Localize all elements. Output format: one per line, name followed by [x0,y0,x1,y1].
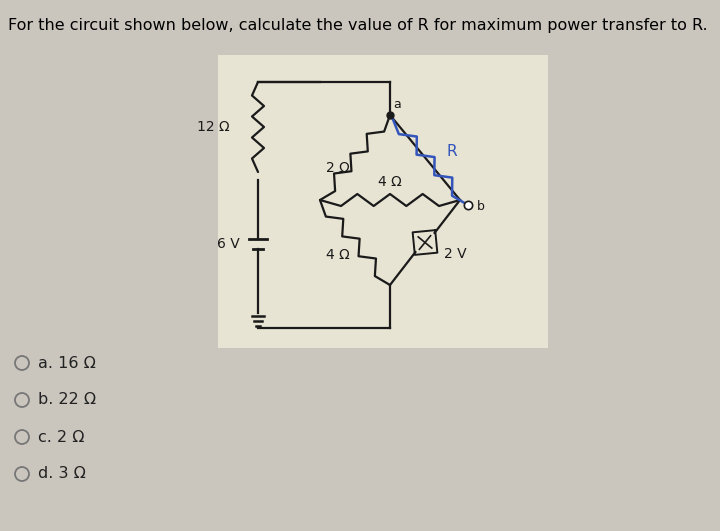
Text: For the circuit shown below, calculate the value of R for maximum power transfer: For the circuit shown below, calculate t… [8,18,708,33]
Text: R: R [447,144,458,159]
Text: 2 V: 2 V [444,247,467,261]
Text: b: b [477,201,485,213]
Text: 4 Ω: 4 Ω [378,175,402,189]
Text: 2 Ω: 2 Ω [326,161,350,175]
Text: d. 3 Ω: d. 3 Ω [38,467,86,482]
Bar [218,55,548,348]
Text: 12 Ω: 12 Ω [197,120,230,134]
Text: a. 16 Ω: a. 16 Ω [38,355,96,371]
Text: a: a [393,98,401,112]
Text: b. 22 Ω: b. 22 Ω [38,392,96,407]
Text: c. 2 Ω: c. 2 Ω [38,430,84,444]
Text: 6 V: 6 V [217,236,240,251]
Text: 4 Ω: 4 Ω [326,248,350,262]
